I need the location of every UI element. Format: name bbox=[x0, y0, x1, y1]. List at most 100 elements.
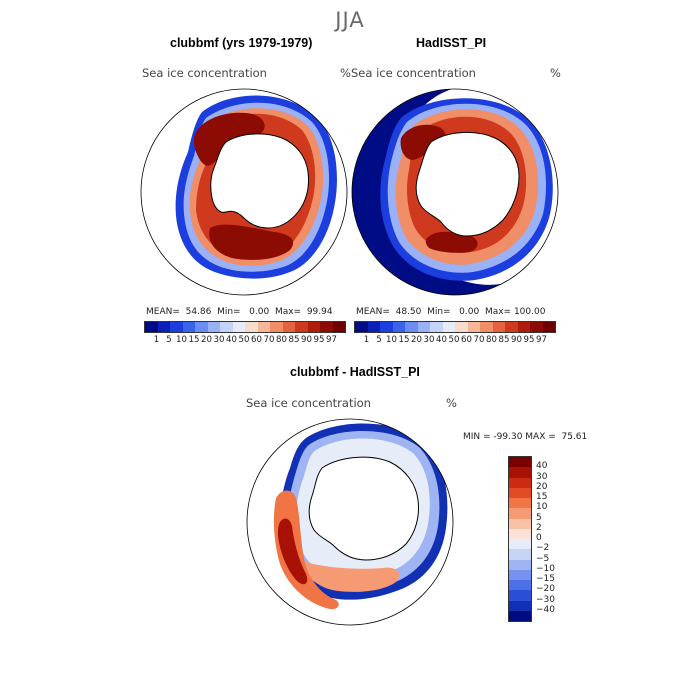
colorbar-swatch bbox=[509, 498, 531, 509]
colorbar-swatch bbox=[367, 322, 380, 332]
panel-1-units: % bbox=[340, 66, 351, 80]
colorbar-swatch bbox=[320, 322, 333, 332]
colorbar-tick-label: 40 bbox=[436, 335, 447, 345]
colorbar-swatch bbox=[257, 322, 270, 332]
colorbar-tick-label: 2 bbox=[536, 522, 542, 533]
colorbar-swatch bbox=[145, 322, 158, 332]
colorbar-swatch bbox=[170, 322, 183, 332]
colorbar-tick-label: 0 bbox=[536, 533, 542, 543]
colorbar-tick-label: −40 bbox=[536, 604, 555, 615]
diff-panel-title: clubbmf - HadISST_PI bbox=[290, 365, 420, 379]
panel-2-stats: MEAN= 48.50 Min= 0.00 Max= 100.00 bbox=[356, 307, 546, 317]
colorbar-swatch bbox=[509, 508, 531, 519]
diff-positive-orange bbox=[273, 490, 339, 610]
ice-max-darkred bbox=[400, 124, 447, 160]
colorbar-tick-label: 40 bbox=[226, 335, 237, 345]
colorbar-tick-label: 15 bbox=[188, 335, 200, 345]
colorbar-tick-label: 5 bbox=[376, 335, 382, 345]
panel-2-variable: Sea ice concentration bbox=[351, 66, 476, 80]
diff-colorbar-ticks: 40 30 20 15 10 5 2 0 −2 −5 −10 −15 −20 −30 −40 bbox=[536, 456, 576, 620]
panel-2-title: HadISST_PI bbox=[416, 36, 487, 50]
colorbar-swatch bbox=[509, 467, 531, 478]
colorbar-tick-label: −30 bbox=[536, 594, 555, 605]
colorbar-swatch bbox=[307, 322, 320, 332]
colorbar-tick-label: 20 bbox=[536, 481, 548, 492]
colorbar-swatch bbox=[509, 528, 531, 539]
colorbar-swatch bbox=[392, 322, 405, 332]
colorbar-swatch bbox=[509, 518, 531, 529]
diff-panel-stats: MIN = -99.30 MAX = 75.61 bbox=[463, 432, 588, 442]
colorbar-swatch bbox=[182, 322, 195, 332]
panel-1-colorbar-ticks: 1 5 10 15 20 30 40 50 60 70 80 85 90 95 97 bbox=[144, 335, 344, 347]
colorbar-tick-label: 10 bbox=[536, 502, 548, 513]
colorbar-swatch bbox=[455, 322, 468, 332]
antarctica-land bbox=[308, 456, 419, 561]
panel-1-stats: MEAN= 54.86 Min= 0.00 Max= 99.94 bbox=[146, 307, 333, 317]
panel-1-map bbox=[140, 88, 348, 296]
colorbar-swatch bbox=[207, 322, 220, 332]
colorbar-swatch bbox=[332, 322, 345, 332]
diff-colorbar bbox=[508, 456, 532, 622]
colorbar-tick-label: 30 bbox=[213, 335, 225, 345]
colorbar-tick-label: 80 bbox=[486, 335, 497, 345]
colorbar-tick-label: 70 bbox=[263, 335, 275, 345]
colorbar-swatch bbox=[430, 322, 443, 332]
colorbar-swatch bbox=[509, 569, 531, 580]
ice-max-darkred bbox=[193, 112, 265, 166]
colorbar-tick-label: 15 bbox=[398, 335, 410, 345]
colorbar-swatch bbox=[530, 322, 543, 332]
colorbar-tick-label: 90 bbox=[301, 335, 312, 345]
colorbar-tick-label: 80 bbox=[276, 335, 287, 345]
panel-1-title: clubbmf (yrs 1979-1979) bbox=[170, 36, 313, 50]
colorbar-swatch bbox=[355, 322, 368, 332]
colorbar-swatch bbox=[509, 580, 531, 591]
colorbar-tick-label: 1 bbox=[363, 335, 370, 345]
panel-2-colorbar bbox=[354, 321, 556, 333]
colorbar-tick-label: 60 bbox=[251, 335, 262, 345]
colorbar-swatch bbox=[480, 322, 493, 332]
colorbar-tick-label: 20 bbox=[411, 335, 422, 345]
colorbar-swatch bbox=[405, 322, 418, 332]
colorbar-tick-label: 1 bbox=[153, 335, 160, 345]
panel-2-colorbar-ticks: 1 5 10 15 20 30 40 50 60 70 80 85 90 95 97 bbox=[354, 335, 554, 347]
colorbar-tick-label: 15 bbox=[536, 492, 548, 502]
colorbar-swatch bbox=[417, 322, 430, 332]
colorbar-tick-label: 10 bbox=[386, 335, 397, 345]
colorbar-tick-label: 95 bbox=[313, 335, 325, 345]
colorbar-swatch bbox=[195, 322, 208, 332]
colorbar-swatch bbox=[380, 322, 393, 332]
colorbar-swatch bbox=[505, 322, 518, 332]
colorbar-swatch bbox=[442, 322, 455, 332]
colorbar-swatch bbox=[245, 322, 258, 332]
colorbar-swatch bbox=[509, 539, 531, 550]
colorbar-swatch bbox=[467, 322, 480, 332]
diff-positive-lightred bbox=[306, 562, 400, 592]
colorbar-swatch bbox=[509, 559, 531, 570]
ice-max-darkred-2 bbox=[425, 231, 478, 253]
season-title: JJA bbox=[335, 8, 365, 32]
colorbar-tick-label: −10 bbox=[536, 563, 555, 574]
colorbar-swatch bbox=[509, 457, 531, 468]
colorbar-tick-label: 30 bbox=[423, 335, 435, 345]
panel-1-variable: Sea ice concentration bbox=[142, 66, 267, 80]
colorbar-tick-label: 85 bbox=[288, 335, 300, 345]
colorbar-swatch bbox=[232, 322, 245, 332]
colorbar-tick-label: 40 bbox=[536, 461, 548, 472]
colorbar-tick-label: 85 bbox=[498, 335, 510, 345]
colorbar-swatch bbox=[509, 549, 531, 560]
colorbar-tick-label: 10 bbox=[176, 335, 187, 345]
colorbar-tick-label: 70 bbox=[473, 335, 485, 345]
colorbar-swatch bbox=[509, 600, 531, 611]
colorbar-tick-label: 50 bbox=[448, 335, 460, 345]
colorbar-tick-label: 90 bbox=[511, 335, 522, 345]
colorbar-tick-label: 60 bbox=[461, 335, 472, 345]
panel-2-units: % bbox=[550, 66, 561, 80]
colorbar-tick-label: −2 bbox=[536, 543, 550, 554]
colorbar-tick-label: 5 bbox=[166, 335, 172, 345]
diff-positive-darkred bbox=[278, 518, 308, 585]
colorbar-swatch bbox=[295, 322, 308, 332]
colorbar-swatch bbox=[509, 487, 531, 498]
colorbar-swatch bbox=[509, 477, 531, 488]
diff-panel-units: % bbox=[446, 396, 457, 410]
colorbar-tick-label: 50 bbox=[238, 335, 250, 345]
